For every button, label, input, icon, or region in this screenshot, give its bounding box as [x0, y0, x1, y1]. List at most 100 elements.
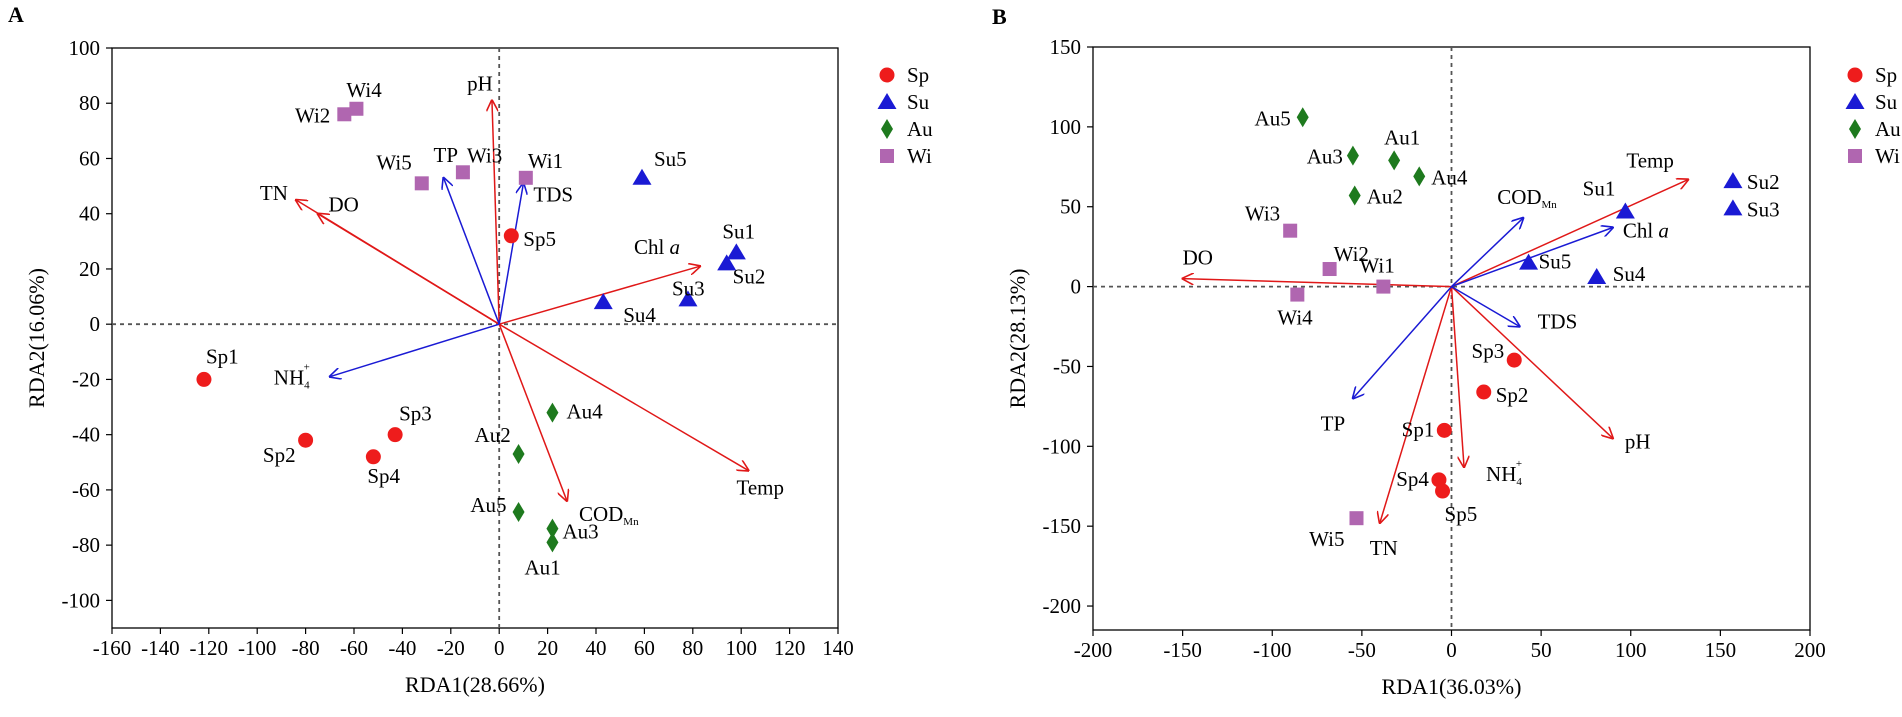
x-axis-label: RDA1(28.66%): [405, 672, 545, 697]
point-label: Wi4: [1277, 306, 1313, 330]
y-tick-label: 80: [79, 91, 100, 115]
x-tick-label: 0: [494, 636, 505, 660]
legend-marker-sp: [1847, 67, 1863, 83]
point-sp3: [1506, 352, 1522, 368]
point-label: Wi1: [528, 149, 563, 173]
arrow-label-temp: Temp: [736, 476, 784, 500]
y-tick-label: 100: [1050, 115, 1082, 139]
arrow-do: [318, 214, 500, 325]
point-su5: [632, 168, 652, 185]
arrow-ph: [492, 100, 500, 325]
arrow-cod: [498, 323, 567, 501]
point-su3: [1723, 199, 1743, 216]
point-label: Wi4: [346, 78, 382, 102]
point-label: Sp2: [263, 443, 296, 467]
point-au4: [1413, 166, 1426, 187]
x-tick-label: 150: [1705, 638, 1737, 662]
point-su3: [678, 290, 698, 307]
arrow-label-temp: Temp: [1626, 149, 1674, 173]
point-au5: [512, 502, 525, 522]
arrow-label-chl: Chl a: [634, 235, 680, 259]
arrow-label-ph: pH: [467, 71, 493, 95]
x-tick-label: 40: [586, 636, 607, 660]
point-label: Su5: [1539, 250, 1572, 274]
arrow-label-tp: TP: [434, 143, 459, 167]
y-tick-label: -200: [1043, 594, 1082, 618]
x-axis-label: RDA1(36.03%): [1382, 674, 1522, 699]
y-tick-label: -20: [72, 367, 100, 391]
arrow-chl: [1451, 227, 1613, 288]
y-tick-label: 0: [1071, 275, 1082, 299]
y-tick-label: -60: [72, 478, 100, 502]
point-label: Su2: [733, 264, 766, 288]
arrow-label-cod: CODMn: [1497, 185, 1557, 211]
arrow-label-tn: TN: [1370, 536, 1398, 560]
y-tick-label: 50: [1060, 195, 1081, 219]
point-label: Wi2: [1334, 242, 1369, 266]
legend-marker-su: [1845, 93, 1865, 109]
legend-label-au: Au: [907, 117, 933, 141]
arrow-label-tds: TDS: [533, 182, 573, 206]
point-label: Sp4: [1396, 467, 1429, 491]
legend-marker-wi: [1848, 149, 1862, 163]
point-su1: [1615, 202, 1635, 219]
x-tick-label: -40: [388, 636, 416, 660]
point-label: Au2: [1367, 185, 1403, 209]
point-label: Wi5: [1309, 527, 1344, 551]
y-tick-label: -50: [1053, 354, 1081, 378]
arrow-nh: [330, 323, 500, 376]
point-wi4: [349, 101, 364, 116]
point-sp4: [365, 449, 381, 465]
point-au2: [512, 444, 525, 464]
arrow-label-tp: TP: [1321, 411, 1346, 435]
point-wi4: [1290, 287, 1305, 302]
point-label: Su2: [1747, 170, 1780, 194]
y-tick-label: -40: [72, 423, 100, 447]
point-su4: [593, 293, 613, 310]
point-label: Sp5: [1445, 502, 1478, 526]
point-label: Au5: [470, 493, 506, 517]
point-label: Au3: [1307, 145, 1343, 169]
point-label: Sp2: [1496, 383, 1529, 407]
point-su4: [1587, 268, 1607, 285]
x-tick-label: -50: [1348, 638, 1376, 662]
x-tick-label: 80: [682, 636, 703, 660]
plot-frame: [111, 47, 839, 629]
arrow-temp: [498, 323, 748, 470]
x-tick-label: 20: [537, 636, 558, 660]
x-tick-label: -20: [437, 636, 465, 660]
point-label: Au4: [566, 400, 603, 424]
point-sp2: [1476, 384, 1492, 400]
point-label: Au3: [562, 520, 598, 544]
panel-b-letter: B: [992, 4, 1007, 29]
point-wi3: [1283, 223, 1298, 238]
legend-marker-au: [881, 119, 893, 139]
panel-a-letter: A: [8, 2, 24, 27]
point-au3: [546, 518, 559, 539]
point-sp2: [298, 432, 314, 448]
point-label: Su5: [654, 147, 687, 171]
point-sp3: [387, 427, 403, 443]
y-tick-label: 60: [79, 146, 100, 170]
legend-label-sp: Sp: [907, 63, 929, 87]
x-tick-label: -100: [1253, 638, 1292, 662]
x-tick-label: 120: [774, 636, 806, 660]
panel-b: B -200 -150 -100 -50 0 50 100 150 200 -200 -150 -10…: [992, 4, 1901, 699]
x-tick-label: -100: [238, 636, 277, 660]
point-sp1: [196, 371, 212, 387]
x-tick-label: 140: [822, 636, 854, 660]
arrow-label-do: DO: [329, 193, 359, 217]
arrow-cod: [1450, 218, 1524, 288]
point-wi3: [455, 165, 470, 180]
point-label: Wi2: [295, 103, 330, 127]
arrow-tp: [1353, 286, 1453, 399]
point-label: Wi1: [1359, 254, 1394, 278]
arrow-do: [1183, 279, 1452, 288]
point-label: Su1: [722, 219, 755, 243]
x-tick-label: -200: [1074, 638, 1113, 662]
legend-marker-au: [1849, 119, 1861, 139]
point-label: Su3: [1747, 197, 1780, 221]
arrow-label-chl: Chl a: [1623, 218, 1669, 242]
arrow-temp: [1451, 180, 1689, 288]
